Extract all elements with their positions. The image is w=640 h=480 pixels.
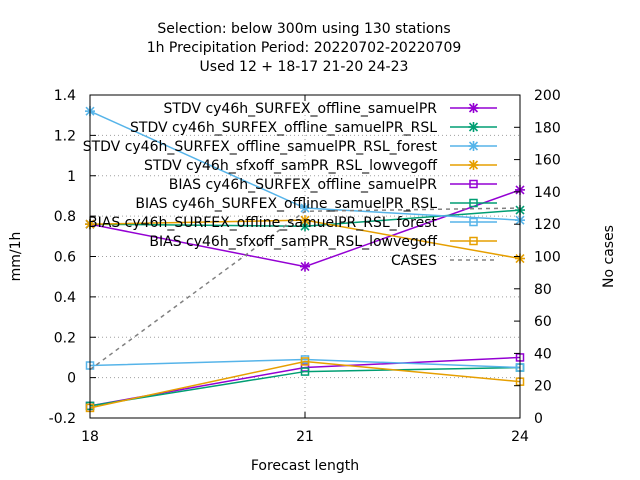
data-point xyxy=(300,261,310,272)
y-tick-label: 0.6 xyxy=(54,250,76,266)
legend-marker xyxy=(469,198,478,208)
series-line xyxy=(89,360,521,409)
legend-marker xyxy=(468,160,479,170)
y2-tick-label: 160 xyxy=(534,153,561,169)
y-tick-label: 0 xyxy=(67,371,76,387)
legend: STDV cy46h_SURFEX_offline_samuelPR STDV c… xyxy=(83,101,497,269)
chart-title: Selection: below 300m using 130 stations… xyxy=(147,21,462,75)
y-axis-label: mm/1h xyxy=(8,232,24,282)
y2-tick-label: 60 xyxy=(534,314,552,330)
x-axis-label: Forecast length xyxy=(251,458,359,474)
legend-label: CASES xyxy=(391,253,437,269)
y-tick-label: 0.4 xyxy=(54,290,76,306)
x-tick-label: 18 xyxy=(81,429,99,445)
y-tick-label: 0.8 xyxy=(54,209,76,225)
y2-tick-label: 200 xyxy=(534,88,561,104)
legend-label: STDV cy46h_SURFEX_offline_samuelPR_RSL_f… xyxy=(83,139,438,155)
series-8 xyxy=(89,207,521,371)
title-line: 1h Precipitation Period: 20220702-202207… xyxy=(147,40,462,56)
x-tick-label: 24 xyxy=(511,429,529,445)
y2-tick-label: 180 xyxy=(534,120,561,136)
legend-label: STDV cy46h_sfxoff_samPR_RSL_lowvegoff xyxy=(144,158,437,174)
y-tick-label: -0.2 xyxy=(49,411,76,427)
y2-tick-label: 80 xyxy=(534,282,552,298)
series-line xyxy=(89,366,521,407)
axes: -0.2 0 0.2 0.4 0.6 0.8 1 1.2 1.4 0 20 40 60 80 100 120 1… xyxy=(49,88,561,445)
y2-tick-label: 140 xyxy=(534,185,561,201)
data-point xyxy=(300,357,310,366)
y-tick-label: 0.2 xyxy=(54,330,76,346)
legend-marker xyxy=(468,122,479,132)
y2-tick-label: 20 xyxy=(534,379,552,395)
legend-marker xyxy=(469,236,478,246)
legend-marker xyxy=(469,217,478,227)
series-5 xyxy=(85,363,525,411)
y2-tick-label: 120 xyxy=(534,217,561,233)
legend-marker xyxy=(468,103,479,113)
legend-label: BIAS cy46h_SURFEX_offline_samuelPR_RSL xyxy=(135,196,437,212)
legend-label: STDV cy46h_SURFEX_offline_samuelPR_RSL xyxy=(130,120,437,136)
title-line: Selection: below 300m using 130 stations xyxy=(157,21,450,37)
series-line xyxy=(89,358,521,369)
y-tick-label: 1 xyxy=(67,169,76,185)
legend-label: BIAS cy46h_SURFEX_offline_samuelPR xyxy=(169,177,437,193)
y-tick-label: 1.2 xyxy=(54,128,76,144)
data-point xyxy=(300,367,310,376)
data-point xyxy=(300,215,310,226)
legend-marker xyxy=(469,179,478,189)
x-tick-label: 21 xyxy=(296,429,314,445)
series-line xyxy=(89,207,521,371)
y2-tick-label: 100 xyxy=(534,250,561,266)
legend-label: BIAS cy46h_sfxoff_samPR_RSL_lowvegoff xyxy=(149,234,437,250)
title-line: Used 12 + 18-17 21-20 24-23 xyxy=(200,59,409,75)
legend-label: STDV cy46h_SURFEX_offline_samuelPR xyxy=(163,101,437,117)
y-tick-label: 1.4 xyxy=(54,88,76,104)
y2-axis-label: No cases xyxy=(601,225,617,288)
y2-tick-label: 0 xyxy=(534,411,543,427)
legend-label: BIAS cy46h_SURFEX_offline_samuelPR_RSL_f… xyxy=(88,215,437,231)
y2-tick-label: 40 xyxy=(534,346,552,362)
legend-marker xyxy=(468,141,479,151)
